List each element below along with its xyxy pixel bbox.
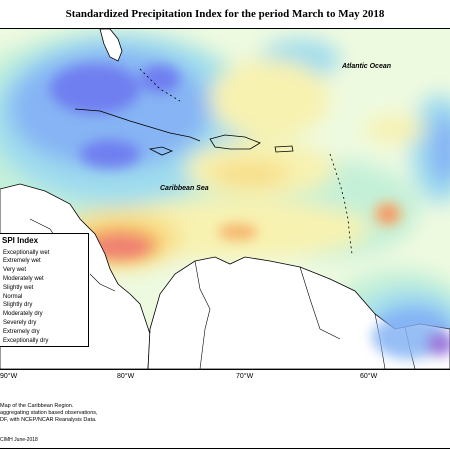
legend-title: SPI Index xyxy=(2,236,39,245)
legend-item: Slightly wet xyxy=(0,283,33,292)
legend-item: Very wet xyxy=(0,266,26,275)
legend-label: Slightly wet xyxy=(3,284,34,291)
legend-item: Extremely wet xyxy=(0,257,41,266)
legend-item: Slightly dry xyxy=(0,301,32,310)
bottom-rule xyxy=(0,448,450,449)
hispaniola-outline xyxy=(209,134,261,150)
legend-item: Normal xyxy=(0,292,22,301)
spi-map-canvas xyxy=(0,29,450,369)
legend-label: Normal xyxy=(3,293,23,300)
lon-tick-label: 60°W xyxy=(360,373,378,380)
border-line xyxy=(299,266,341,340)
florida-land xyxy=(99,29,123,62)
legend-item: Exceptionally dry xyxy=(0,336,48,345)
legend-label: Exceptionally wet xyxy=(3,249,50,256)
lon-tick-label: 70°W xyxy=(236,373,254,380)
legend-label: Moderately dry xyxy=(3,311,43,318)
map-footnote: Map of the Caribbean Region. aggregating… xyxy=(0,403,200,424)
lon-tick-label: 80°W xyxy=(117,373,135,380)
cuba-outline xyxy=(74,108,201,142)
island-outlines xyxy=(74,68,353,255)
legend-label: Extremely wet xyxy=(3,258,41,265)
border-line xyxy=(89,273,116,292)
border-line xyxy=(194,260,211,369)
legend-label: Extremely dry xyxy=(3,328,40,335)
footnote-line: aggregating station based observations, xyxy=(0,410,98,416)
spi-legend: SPI Index Exceptionally wet Extremely wet… xyxy=(0,233,89,347)
legend-item: Extremely dry xyxy=(0,327,40,336)
footnote-line: Map of the Caribbean Region. xyxy=(0,403,74,409)
jamaica-outline xyxy=(148,146,174,156)
puerto-rico-outline xyxy=(274,145,294,153)
legend-label: Very wet xyxy=(3,267,27,274)
legend-label: Slightly dry xyxy=(3,302,33,309)
legend-label: Severely dry xyxy=(3,319,37,326)
legend-label: Exceptionally dry xyxy=(3,337,49,344)
map-title: Standardized Precipitation Index for the… xyxy=(65,8,385,20)
legend-item: Exceptionally wet xyxy=(0,248,49,257)
legend-label: Moderately wet xyxy=(3,275,44,282)
map-credit: CIMH June-2018 xyxy=(0,437,38,443)
legend-item: Moderately dry xyxy=(0,310,43,319)
atlantic-ocean-label: Atlantic Ocean xyxy=(342,63,392,70)
lon-tick-label: 90°W xyxy=(0,373,18,380)
spi-map: Atlantic Ocean Caribbean Sea SPI Index E… xyxy=(0,28,450,370)
caribbean-sea-label: Caribbean Sea xyxy=(160,185,209,192)
legend-item: Moderately wet xyxy=(0,274,44,283)
legend-item: Severely dry xyxy=(0,318,36,327)
lesser-antilles-outline xyxy=(329,153,353,255)
footnote-line: DF, with NCEP/NCAR Reanalysis Data. xyxy=(0,417,97,423)
